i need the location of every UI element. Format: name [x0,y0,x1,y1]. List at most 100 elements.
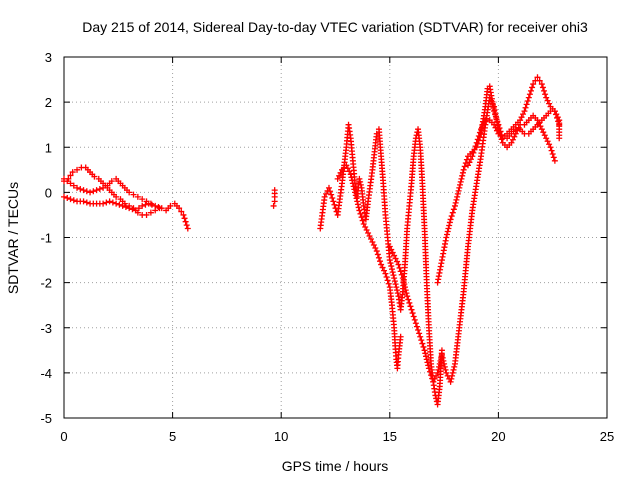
data-point [357,210,364,217]
data-point [337,169,344,176]
data-point [388,246,395,253]
data-point [354,201,361,208]
data-point [392,255,399,262]
data-point [145,200,152,207]
data-point [367,236,374,243]
data-point [549,151,556,158]
data-point [178,208,185,215]
y-tick-label: 2 [45,95,52,110]
data-point [103,199,110,206]
data-point [152,202,159,209]
data-point [539,84,546,91]
data-point [443,369,450,376]
data-point [184,225,191,232]
data-point [122,204,129,211]
data-point [388,263,395,270]
data-point [475,132,482,139]
data-point [543,94,550,101]
data-point [547,144,554,151]
data-point [369,239,376,246]
data-point [70,182,77,189]
data-point [402,287,409,294]
axis-ticks: 0 5 10 15 20 25 -5 -4 -3 -2 -1 0 1 2 3 [40,50,614,444]
data-point [100,200,107,207]
data-point [130,191,137,198]
data-point [445,225,452,232]
data-point [443,234,450,241]
data-point [126,205,133,212]
data-point [408,306,415,313]
data-point [409,310,416,317]
data-point [454,190,461,197]
data-point [548,147,555,154]
data-point [158,205,165,212]
data-point [420,343,427,350]
data-point [526,91,533,98]
data-point [459,169,466,176]
data-point [416,330,423,337]
data-point [412,320,419,327]
data-point [418,337,425,344]
data-point [453,196,460,203]
data-point [358,214,365,221]
data-point [377,258,384,265]
data-point [424,359,431,366]
y-tick-label: 0 [45,185,52,200]
data-point [447,216,454,223]
data-point [143,211,150,218]
data-point [113,193,120,200]
data-point [542,91,549,98]
data-point [67,180,74,187]
data-point [348,174,355,181]
data-point [329,195,336,202]
data-point [493,127,500,134]
data-point [325,184,332,191]
data-point [69,169,76,176]
data-point [109,199,116,206]
data-point [425,362,432,369]
data-point [389,269,396,276]
data-point [398,271,405,278]
data-point [91,173,98,180]
data-point [80,198,87,205]
data-point [139,202,146,209]
data-point [271,198,278,205]
data-point [90,188,97,195]
data-point [142,201,149,208]
data-point [346,168,353,175]
data-point [383,273,390,280]
data-point [509,136,516,143]
data-point [425,365,432,372]
data-point [344,165,351,172]
data-point [402,284,409,291]
data-point [546,100,553,107]
data-point [534,74,541,81]
data-point [406,299,413,306]
data-point [443,231,450,238]
data-point [80,187,87,194]
x-tick-label: 25 [600,429,614,444]
data-point [446,219,453,226]
data-point [441,360,448,367]
data-point [544,97,551,104]
data-point [397,268,404,275]
data-point [349,180,356,187]
data-point [448,375,455,382]
data-point [449,369,456,376]
data-point [518,114,525,121]
data-point [553,111,560,118]
data-point [444,228,451,235]
data-point [356,175,363,182]
data-point [423,356,430,363]
data-point [451,363,458,370]
data-point [430,378,437,385]
y-tick-label: -5 [40,411,52,426]
data-point [405,296,412,303]
data-point [423,353,429,360]
data-point [407,303,414,310]
data-point [452,199,459,206]
data-point [391,278,398,285]
data-point [419,340,426,347]
data-point [100,184,107,191]
